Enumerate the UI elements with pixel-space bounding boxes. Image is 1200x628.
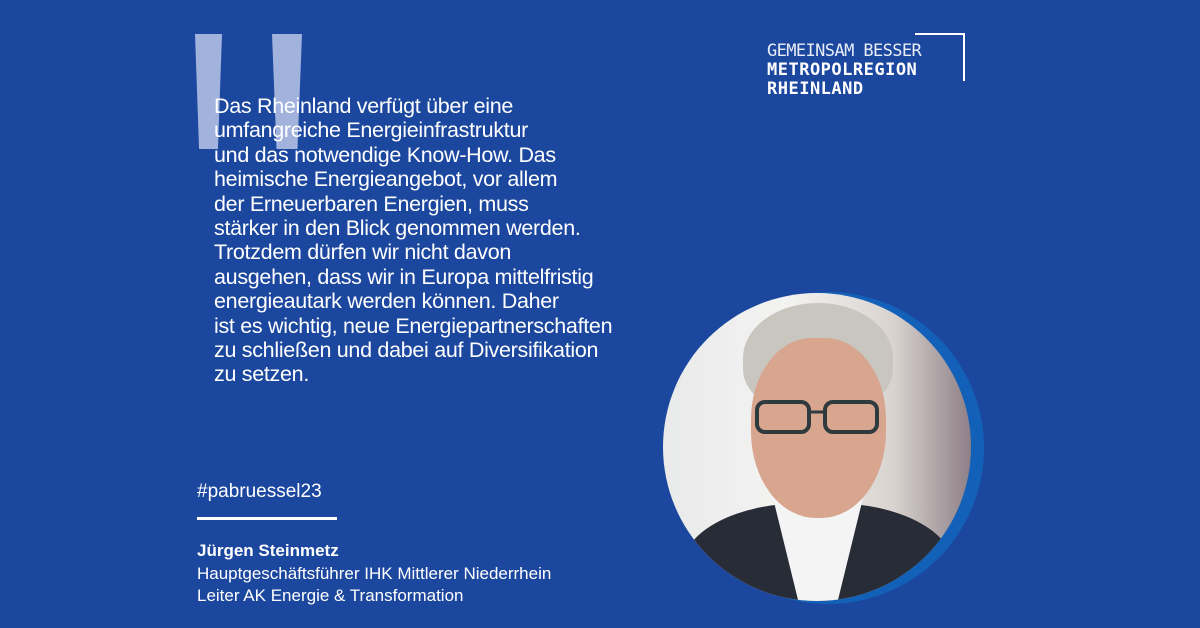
logo-line: RHEINLAND <box>767 79 864 99</box>
quote-line: Trotzdem dürfen wir nicht davon <box>214 240 512 265</box>
quote-line: Das Rheinland verfügt über eine <box>214 94 514 118</box>
quote-line: zu setzen. <box>214 362 309 387</box>
face <box>751 338 886 518</box>
logo-line: GEMEINSAM BESSER <box>767 41 922 61</box>
logo: GEMEINSAM BESSER METROPOLREGION RHEINLAN… <box>767 41 922 99</box>
quote-line: energieautark werden können. Daher <box>214 289 559 314</box>
person-role: Leiter AK Energie & Transformation <box>197 586 464 605</box>
quote-mark-icon <box>272 34 302 149</box>
quote-line: umfangreiche Energieinfrastruktur <box>214 118 528 143</box>
quote-mark-icon <box>195 34 222 149</box>
divider <box>197 517 337 520</box>
person-role: Hauptgeschäftsführer IHK Mittlerer Niede… <box>197 564 552 583</box>
person-name: Jürgen Steinmetz <box>197 541 339 560</box>
quote-line: ausgehen, dass wir in Europa mittelfrist… <box>214 264 594 289</box>
quote-line: stärker in den Blick genommen werden. <box>214 216 581 241</box>
quote-line: ist es wichtig, neue Energiepartnerschaf… <box>214 313 613 338</box>
quote-text: Das Rheinland verfügt über eine umfangre… <box>214 94 694 387</box>
glasses-icon <box>755 400 879 434</box>
hashtag: #pabruessel23 <box>197 481 322 502</box>
logo-frame <box>915 33 965 81</box>
quote-line: heimische Energieangebot, vor allem <box>214 167 558 192</box>
quote-line: zu schließen und dabei auf Diversifikati… <box>214 338 599 363</box>
portrait-photo <box>663 293 971 601</box>
logo-line: METROPOLREGION <box>767 60 918 80</box>
quote-line: und das notwendige Know-How. Das <box>214 142 556 167</box>
quote-line: der Erneuerbaren Energien, muss <box>214 191 529 216</box>
